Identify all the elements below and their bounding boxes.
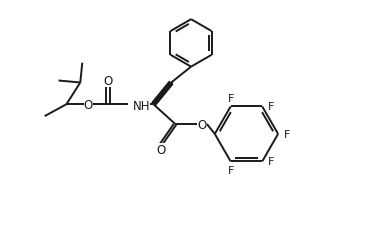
Text: F: F [284,129,290,139]
Text: O: O [103,75,113,88]
Text: O: O [197,118,207,131]
Text: F: F [268,157,274,167]
Text: O: O [157,144,166,156]
Text: F: F [227,166,234,176]
Text: F: F [227,93,234,103]
Polygon shape [154,83,173,105]
Text: NH: NH [133,99,150,112]
Text: O: O [83,98,93,111]
Text: F: F [268,102,274,112]
